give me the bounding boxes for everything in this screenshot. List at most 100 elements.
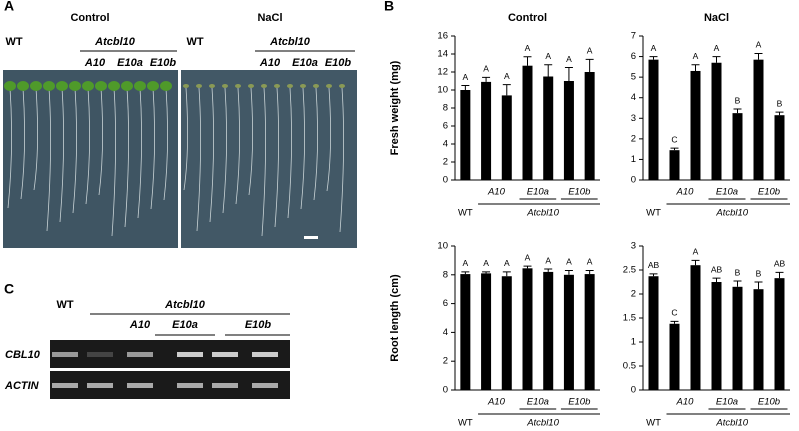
leaf xyxy=(235,84,241,88)
bar xyxy=(543,76,554,180)
error-bar xyxy=(544,268,553,272)
data-label: A xyxy=(463,258,469,268)
data-label: A xyxy=(756,40,762,50)
gel-band xyxy=(127,352,153,357)
x-tick-label: WT xyxy=(646,418,661,429)
bar xyxy=(648,276,659,390)
leaf xyxy=(160,81,172,91)
data-label: A xyxy=(545,51,551,61)
error-bar xyxy=(564,67,573,81)
y-tick-label: 0.5 xyxy=(623,361,636,372)
panel-label: B xyxy=(384,0,394,14)
photo-label: Atcbl10 xyxy=(269,36,311,48)
root xyxy=(137,87,142,219)
y-tick-label: 0 xyxy=(631,385,636,396)
photo-label: Atcbl10 xyxy=(94,36,136,48)
bar xyxy=(501,95,512,180)
gel-label: A10 xyxy=(129,319,151,331)
bar xyxy=(732,113,743,180)
y-tick-label: 16 xyxy=(437,31,448,42)
leaf xyxy=(56,81,68,91)
x-group-label: Atcbl10 xyxy=(715,208,748,219)
data-label: C xyxy=(671,308,677,318)
gel-band xyxy=(252,352,278,357)
x-group-label: E10a xyxy=(527,187,549,198)
gel-band xyxy=(177,352,203,357)
bar xyxy=(690,70,701,180)
panel-label: A xyxy=(4,0,14,14)
data-label: A xyxy=(714,43,720,53)
leaf xyxy=(183,84,189,88)
error-bar xyxy=(564,269,573,275)
leaf xyxy=(4,81,16,91)
bar xyxy=(774,278,785,390)
root xyxy=(235,87,240,205)
root xyxy=(222,87,227,214)
y-tick-label: 7 xyxy=(631,31,636,42)
bar xyxy=(584,72,595,180)
x-group-label: A10 xyxy=(676,397,695,408)
x-group-label: E10b xyxy=(758,187,780,198)
leaf xyxy=(43,81,55,91)
bar xyxy=(669,150,680,180)
data-label: B xyxy=(756,268,762,278)
y-tick-label: 2.5 xyxy=(623,265,636,276)
bar xyxy=(648,59,659,180)
y-tick-label: 3 xyxy=(631,241,636,252)
bar xyxy=(732,286,743,390)
data-label: B xyxy=(735,95,741,105)
leaf xyxy=(69,81,81,91)
y-tick-label: 14 xyxy=(437,49,448,60)
data-label: A xyxy=(483,64,489,74)
y-tick-label: 0 xyxy=(443,385,448,396)
root xyxy=(339,87,344,233)
y-tick-label: 2 xyxy=(631,133,636,144)
x-group-label: A10 xyxy=(676,187,695,198)
data-label: A xyxy=(587,257,593,267)
y-tick-label: 12 xyxy=(437,67,448,78)
root xyxy=(248,87,253,196)
photo-label: E10b xyxy=(325,57,352,69)
gel-label: WT xyxy=(56,299,73,311)
error-bar xyxy=(670,147,679,151)
data-label: AB xyxy=(774,259,786,269)
y-tick-label: 4 xyxy=(631,92,636,103)
x-tick-label: WT xyxy=(458,208,473,219)
y-tick-label: 2 xyxy=(443,356,448,367)
error-bar xyxy=(775,271,784,279)
y-tick-label: 5 xyxy=(631,72,636,83)
error-bar xyxy=(712,56,721,63)
x-group-label: E10a xyxy=(716,397,738,408)
error-bar xyxy=(733,108,742,114)
photo-panel xyxy=(3,70,357,248)
root xyxy=(150,87,155,210)
bar xyxy=(460,90,471,180)
photo-label: A10 xyxy=(84,57,106,69)
error-bar xyxy=(502,84,511,96)
y-tick-label: 8 xyxy=(443,269,448,280)
photo-title: NaCl xyxy=(257,12,282,24)
photo-label: WT xyxy=(5,36,22,48)
y-tick-label: 2 xyxy=(631,289,636,300)
leaf xyxy=(261,84,267,88)
gel-label: E10b xyxy=(245,319,272,331)
root xyxy=(274,87,279,228)
data-label: A xyxy=(525,252,531,262)
bar xyxy=(563,274,574,390)
data-label: A xyxy=(566,257,572,267)
y-tick-label: 0 xyxy=(443,175,448,186)
error-bar xyxy=(649,273,658,277)
root xyxy=(326,87,331,192)
root xyxy=(72,87,77,214)
leaf xyxy=(108,81,120,91)
root xyxy=(98,87,103,196)
bar xyxy=(563,81,574,180)
data-label: B xyxy=(777,98,783,108)
root xyxy=(20,87,25,200)
bar xyxy=(481,81,492,180)
x-group-label: A10 xyxy=(487,187,506,198)
bar xyxy=(711,62,722,180)
leaf xyxy=(222,84,228,88)
bar xyxy=(669,323,680,390)
leaf xyxy=(248,84,254,88)
